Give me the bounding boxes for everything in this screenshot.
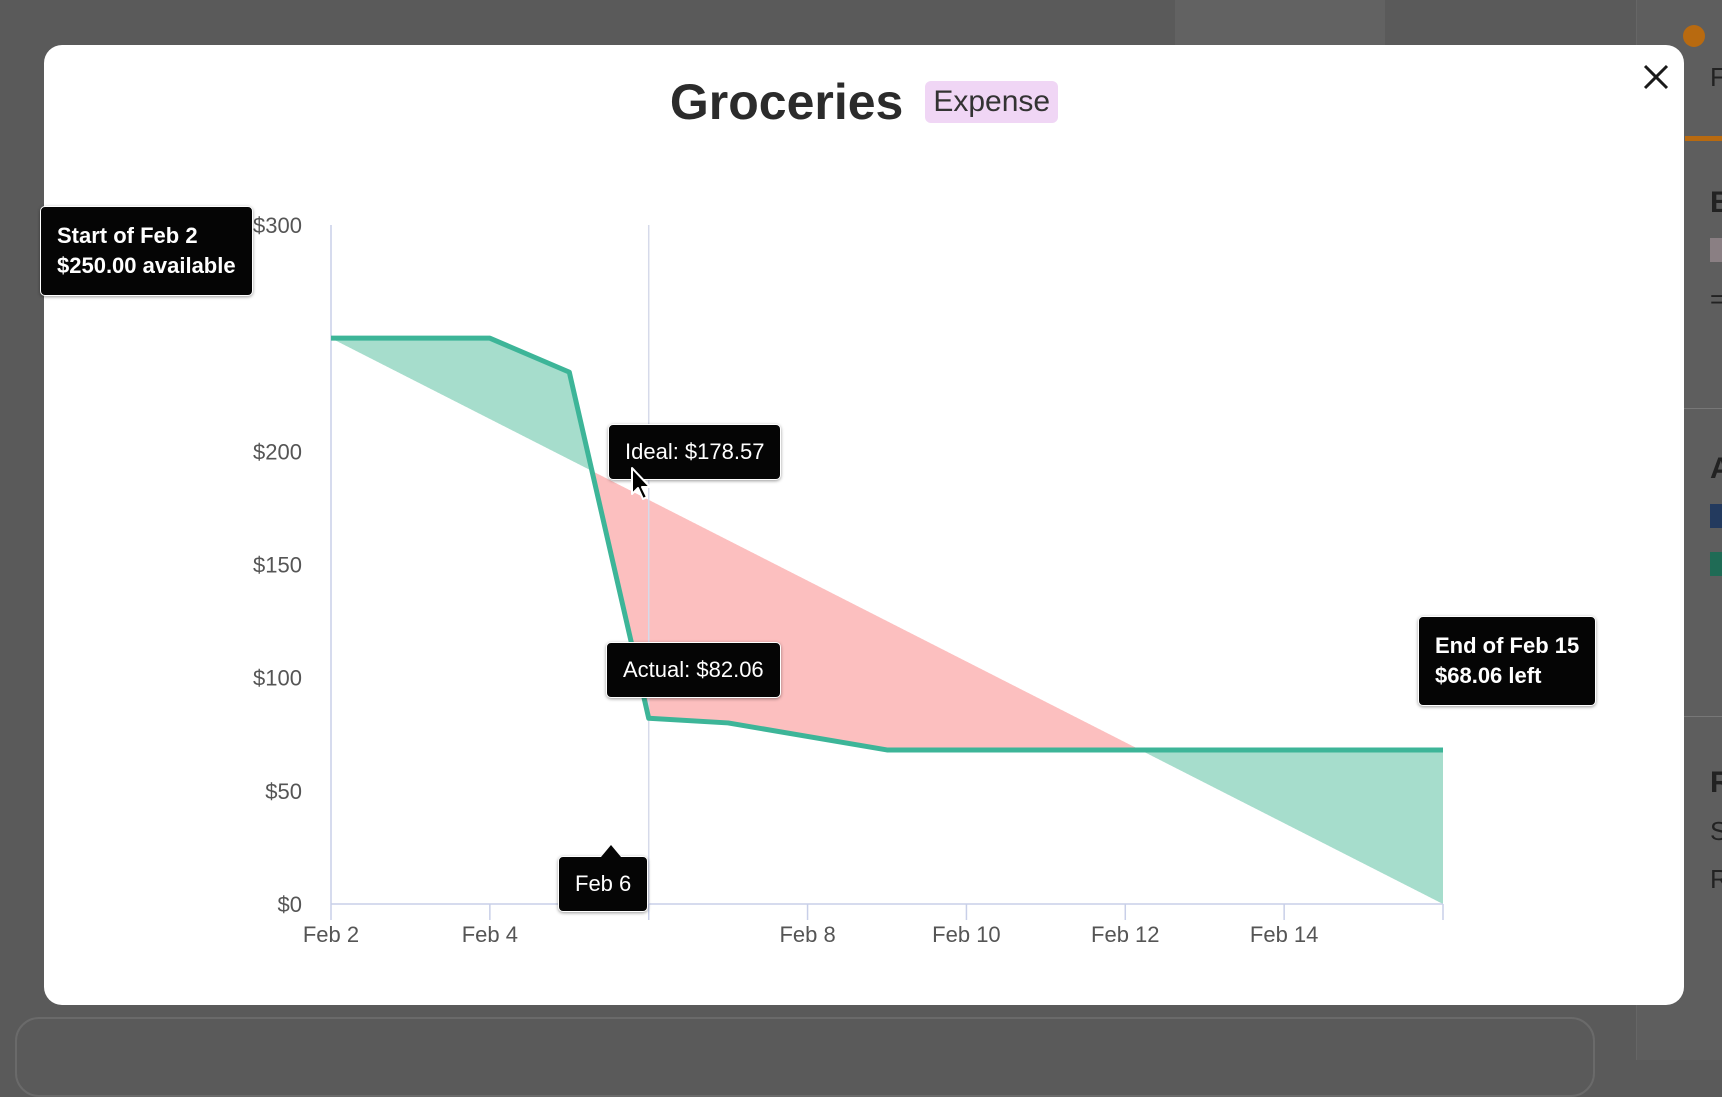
x-tick-label: Feb 4 (462, 922, 518, 947)
surplus-area (1140, 749, 1443, 904)
background-text: = (1710, 284, 1722, 314)
background-heading: R (1710, 766, 1722, 799)
ideal-value-tooltip: Ideal: $178.57 (608, 424, 782, 480)
start-tooltip-date: Start of Feb 2 (57, 223, 198, 248)
background-text: R (1710, 864, 1722, 894)
y-tick-label: $50 (265, 779, 302, 804)
y-tick-label: $300 (253, 213, 302, 238)
mouse-pointer-icon (631, 467, 651, 500)
modal-header: Groceries Expense (44, 73, 1684, 131)
status-dot-icon (1683, 25, 1705, 47)
budget-burndown-chart: $0 $50 $100 $150 $200 $300 Feb 2 Feb 4 Feb 8 Feb … (253, 213, 1444, 947)
background-divider (1684, 716, 1722, 717)
deficit-area (592, 471, 1140, 750)
y-tick-label: $0 (278, 892, 302, 917)
y-tick-label: $150 (253, 553, 302, 578)
y-tick-label: $100 (253, 666, 302, 691)
background-swatch (1710, 504, 1722, 528)
x-tick-label: Feb 8 (779, 922, 835, 947)
actual-value-tooltip: Actual: $82.06 (606, 642, 781, 698)
surplus-area (331, 338, 592, 471)
background-swatch (1710, 552, 1722, 576)
y-tick-label: $200 (253, 439, 302, 464)
x-tick-label: Feb 12 (1091, 922, 1160, 947)
hover-date-tooltip: Feb 6 (558, 845, 649, 912)
background-heading: B (1710, 186, 1722, 219)
start-balance-tooltip: Start of Feb 2 $250.00 available (40, 206, 253, 296)
background-heading: A (1710, 452, 1722, 485)
modal-title: Groceries (669, 74, 904, 130)
end-tooltip-amount: $68.06 left (1435, 663, 1542, 688)
actual-balance-line (331, 335, 1443, 753)
category-type-badge: Expense (925, 81, 1059, 123)
start-tooltip-amount: $250.00 available (57, 253, 236, 278)
x-tick-label: Feb 10 (932, 922, 1001, 947)
x-tick-label: Feb 2 (303, 922, 359, 947)
x-tick-label: Feb 14 (1250, 922, 1319, 947)
background-text: S (1710, 816, 1722, 846)
background-tab-underline (1685, 136, 1722, 141)
background-divider (1684, 408, 1722, 409)
background-text: Fe (1710, 62, 1722, 92)
end-tooltip-date: End of Feb 15 (1435, 633, 1580, 658)
close-icon (1643, 64, 1669, 90)
background-panel (1175, 0, 1385, 45)
end-balance-tooltip: End of Feb 15 $68.06 left (1418, 616, 1597, 706)
close-button[interactable] (1636, 57, 1676, 97)
background-swatch (1710, 238, 1722, 262)
